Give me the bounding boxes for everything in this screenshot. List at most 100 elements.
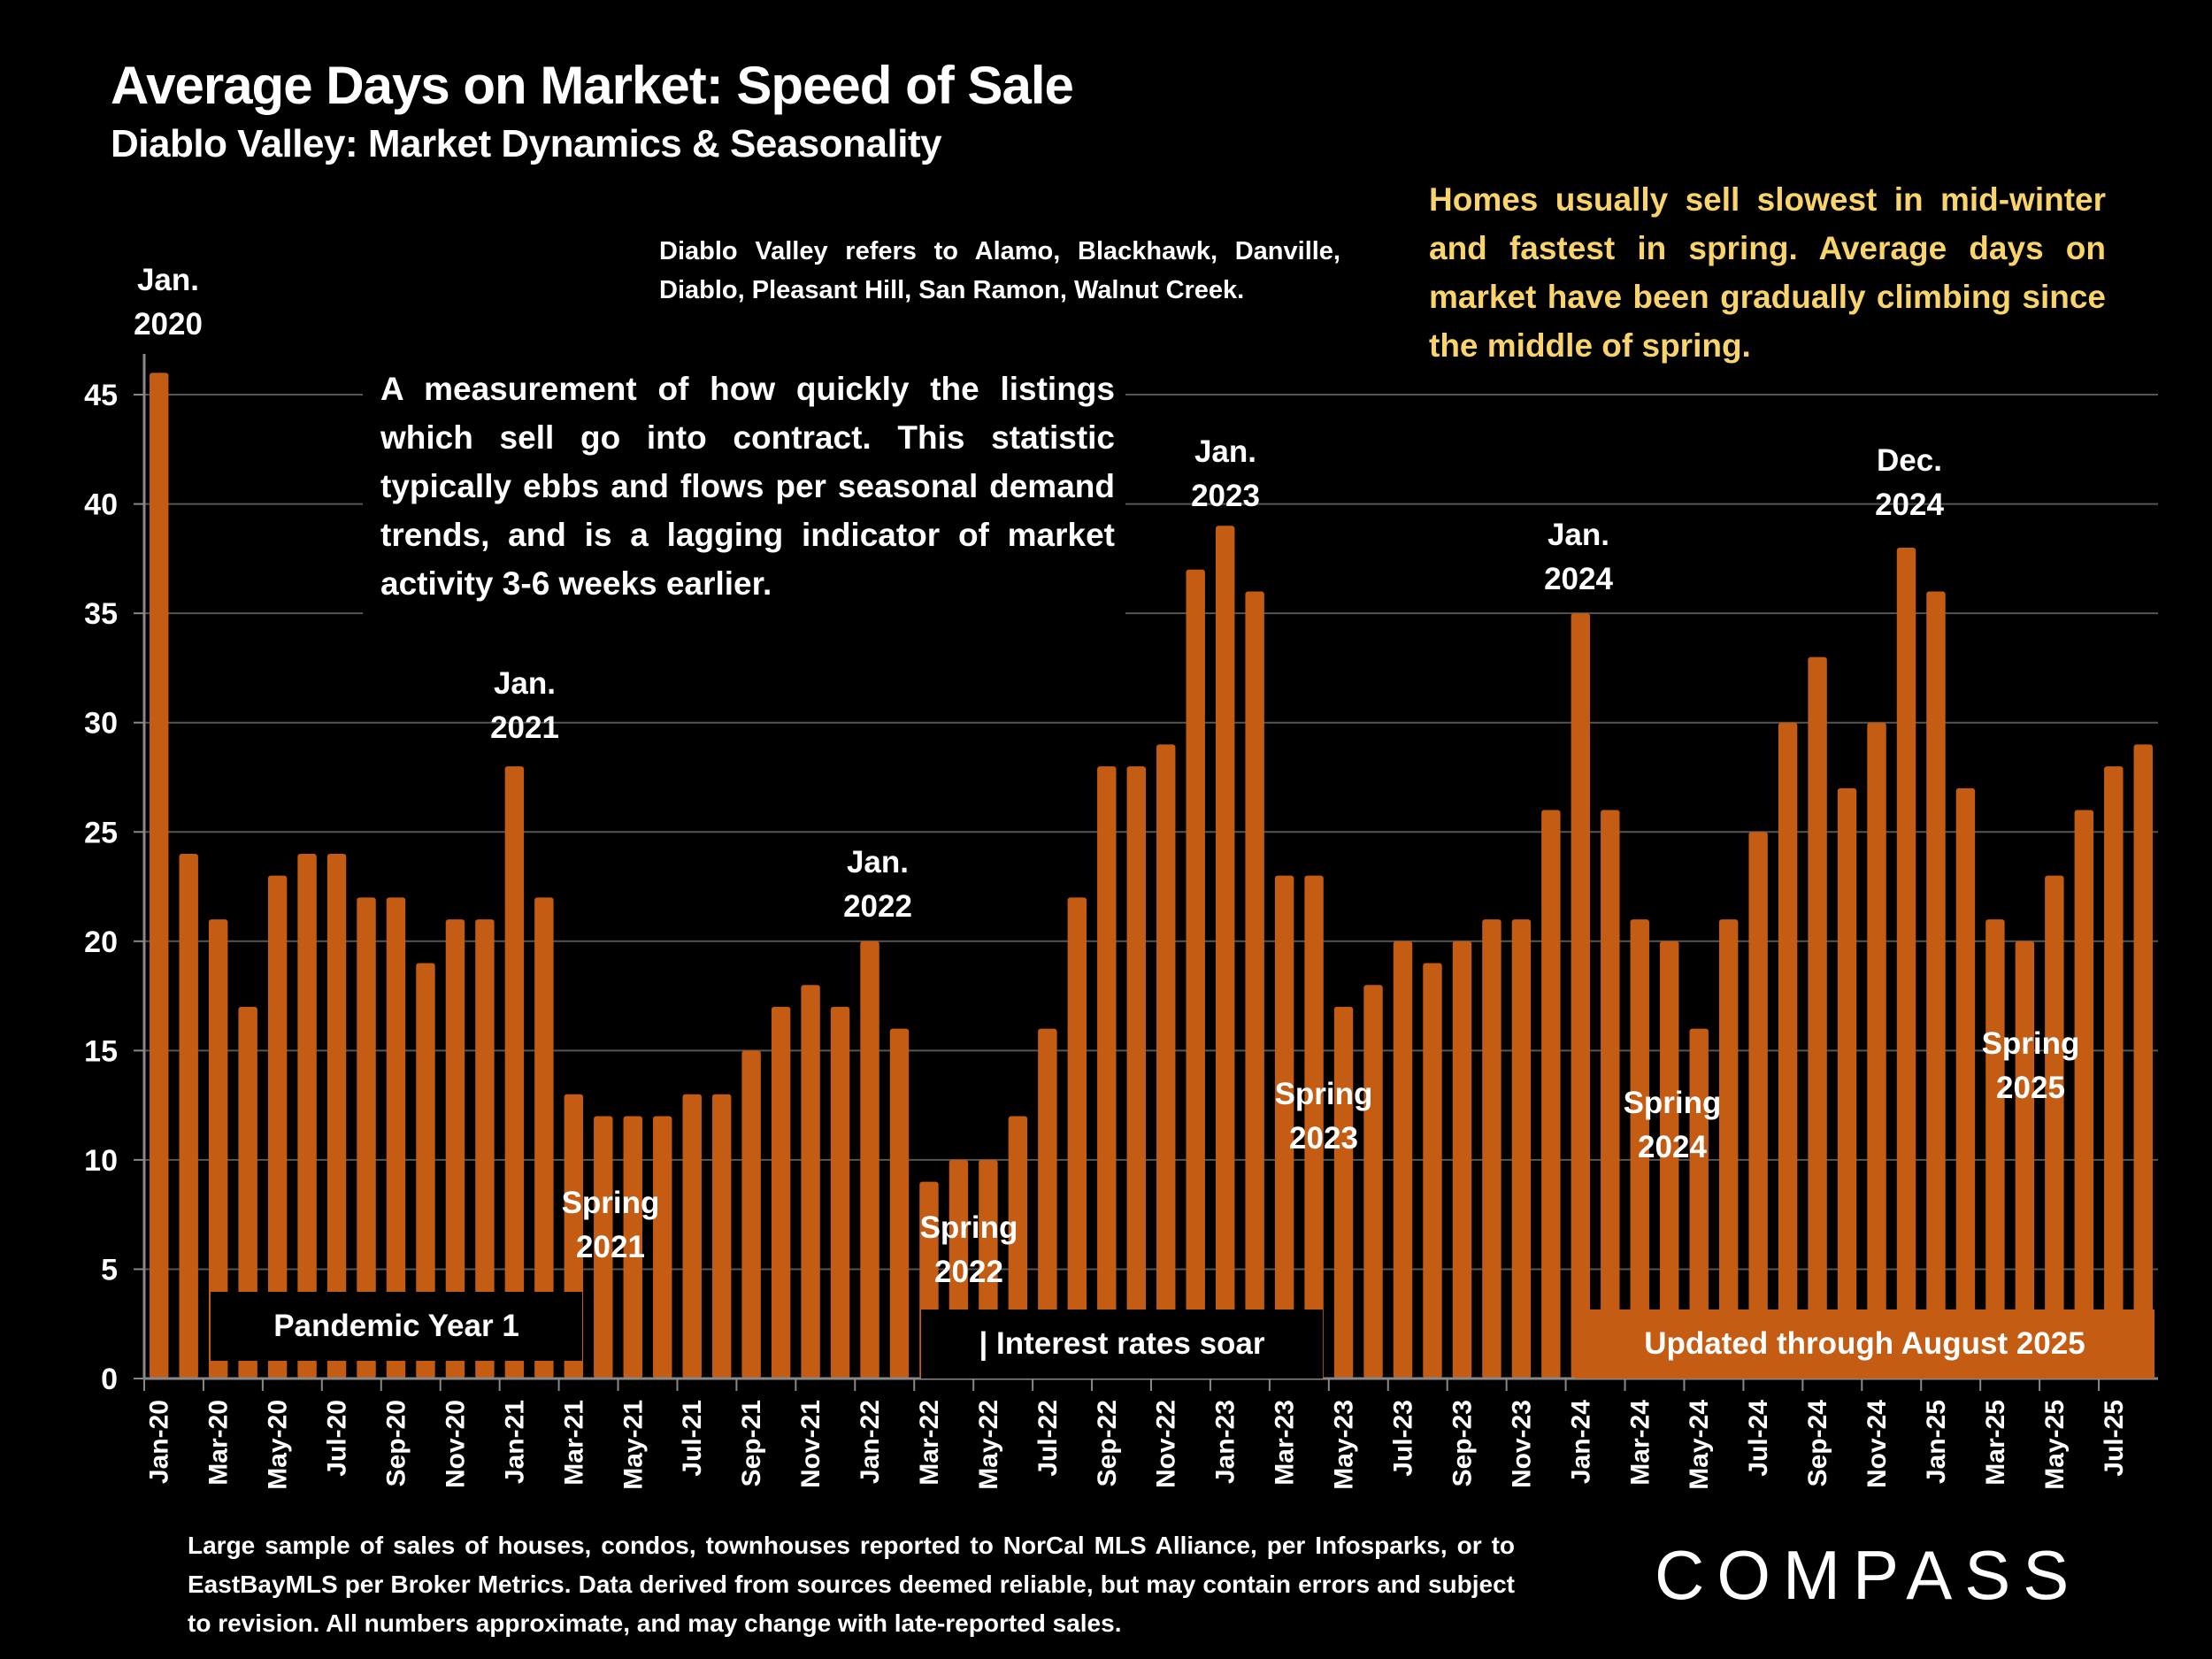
bar-Oct-20	[416, 963, 435, 1379]
x-tick-label: Jan-22	[856, 1400, 885, 1484]
bar-Nov-24	[1867, 722, 1886, 1379]
annotation-line: Jan.	[493, 666, 557, 701]
annotation-line: 2021	[490, 710, 559, 745]
x-tick-label: Jan-20	[145, 1400, 174, 1484]
x-tick-label: May-21	[618, 1400, 648, 1490]
bar-Nov-21	[801, 985, 820, 1379]
y-tick-label: 40	[84, 488, 118, 522]
source-footnote: Large sample of sales of houses, condos,…	[188, 1532, 1515, 1637]
y-tick-label: 15	[84, 1034, 118, 1068]
x-tick-label: May-24	[1685, 1400, 1714, 1490]
x-tick-label: Nov-23	[1507, 1400, 1536, 1488]
annotation-spring-2025: Spring 2025	[1982, 1022, 2080, 1110]
bar-May-24	[1689, 1028, 1709, 1379]
bar-Feb-20	[179, 853, 198, 1379]
x-tick-label: May-20	[264, 1400, 293, 1490]
y-tick-label: 35	[84, 597, 118, 631]
bar-Sep-21	[741, 1050, 761, 1379]
y-tick-label: 25	[84, 816, 118, 849]
bar-Sep-24	[1808, 657, 1827, 1379]
bar-Feb-25	[1955, 787, 1976, 1379]
annotation-line: 2021	[576, 1230, 645, 1264]
annotation-line: 2020	[134, 307, 203, 342]
bar-Sep-20	[386, 897, 406, 1379]
bars	[150, 373, 2153, 1379]
compass-logo: COMPASS	[1655, 1536, 2082, 1614]
bar-May-21	[623, 1116, 642, 1379]
bar-Jan-24	[1571, 613, 1591, 1379]
bar-Mar-25	[1985, 919, 2005, 1379]
x-tick-label: Jul-24	[1744, 1400, 1773, 1477]
x-tick-label: Jan-21	[500, 1400, 529, 1484]
interest-rates-label: | Interest rates soar	[921, 1310, 1323, 1379]
y-tick-label: 0	[101, 1363, 118, 1396]
bar-Oct-22	[1126, 766, 1146, 1379]
annotation-line: 2024	[1638, 1130, 1707, 1164]
x-tick-label: Mar-23	[1271, 1400, 1300, 1486]
annotation-line: 2024	[1875, 488, 1944, 522]
pandemic-year-label: Pandemic Year 1	[211, 1292, 582, 1361]
x-tick-label: Jan-23	[1211, 1400, 1240, 1484]
annotation-line: Dec.	[1877, 443, 1942, 478]
bar-Jun-20	[297, 853, 317, 1379]
annotation-line: Spring	[919, 1210, 1018, 1245]
bar-Feb-22	[889, 1028, 910, 1379]
annotation-jan-2020: Jan. 2020	[134, 258, 203, 347]
annotation-spring-2024: Spring 2024	[1624, 1081, 1722, 1170]
x-tick-label: Mar-24	[1625, 1400, 1655, 1486]
annotation-dec-2024: Dec. 2024	[1875, 439, 1944, 527]
bar-Jul-21	[682, 1094, 702, 1379]
annotation-line: 2022	[934, 1255, 1003, 1289]
annotation-line: Spring	[1981, 1026, 2080, 1061]
x-tick-label: Jan-25	[1922, 1400, 1951, 1484]
bar-Mar-20	[208, 919, 228, 1379]
bar-Jul-22	[1038, 1028, 1057, 1379]
x-tick-label: Sep-23	[1448, 1400, 1477, 1486]
bar-Dec-23	[1541, 810, 1561, 1379]
bar-Apr-25	[2015, 941, 2035, 1379]
annotation-line: 2022	[843, 889, 912, 924]
x-tick-label: Nov-21	[796, 1400, 826, 1488]
y-tick-label: 10	[84, 1144, 118, 1178]
chart-subtitle: Diablo Valley: Market Dynamics & Seasona…	[111, 122, 942, 165]
description-note: A measurement of how quickly the listing…	[363, 365, 1125, 624]
bar-May-23	[1333, 1006, 1354, 1379]
bar-Aug-22	[1067, 897, 1087, 1379]
y-tick-labels: 0 5 10 15 20 25 30 35 40 45	[84, 379, 118, 1396]
bar-Jun-23	[1363, 985, 1383, 1379]
bar-Jan-23	[1215, 526, 1235, 1379]
bar-Apr-23	[1304, 875, 1324, 1379]
annotation-spring-2021: Spring 2021	[562, 1181, 660, 1270]
x-tick-label: Sep-24	[1803, 1400, 1832, 1487]
annotation-spring-2023: Spring 2023	[1275, 1072, 1373, 1161]
bar-Dec-24	[1896, 548, 1916, 1379]
bar-Sep-23	[1452, 941, 1472, 1379]
y-tick-label: 30	[84, 707, 118, 741]
annotation-jan-2024: Jan. 2024	[1544, 513, 1613, 602]
bar-Jan-25	[1926, 591, 1946, 1379]
x-tick-label: May-22	[974, 1400, 1003, 1490]
annotation-line: 2025	[1996, 1071, 2065, 1105]
bar-Aug-21	[711, 1094, 732, 1379]
x-tick-label: Nov-22	[1152, 1400, 1181, 1488]
x-tick-label: Mar-25	[1981, 1400, 2010, 1486]
bar-Dec-20	[475, 919, 495, 1379]
x-tick-label: Jul-21	[678, 1400, 707, 1477]
x-tick-label: Jul-25	[2100, 1400, 2129, 1477]
bar-Jan-20	[150, 373, 169, 1379]
bar-May-20	[267, 875, 288, 1379]
bar-Jul-20	[326, 853, 347, 1379]
annotation-line: 2023	[1191, 479, 1260, 513]
axes	[134, 354, 2158, 1391]
bar-May-25	[2045, 875, 2064, 1379]
bar-Oct-23	[1482, 919, 1502, 1379]
annotation-line: 2024	[1544, 562, 1613, 596]
bar-Jun-21	[653, 1116, 672, 1379]
bar-Jul-24	[1748, 832, 1768, 1379]
bar-Jan-21	[504, 766, 525, 1379]
bar-Nov-20	[445, 919, 465, 1379]
bar-Sep-22	[1097, 766, 1117, 1379]
x-tick-label: Mar-22	[915, 1400, 944, 1486]
annotation-line: Spring	[1623, 1086, 1722, 1120]
